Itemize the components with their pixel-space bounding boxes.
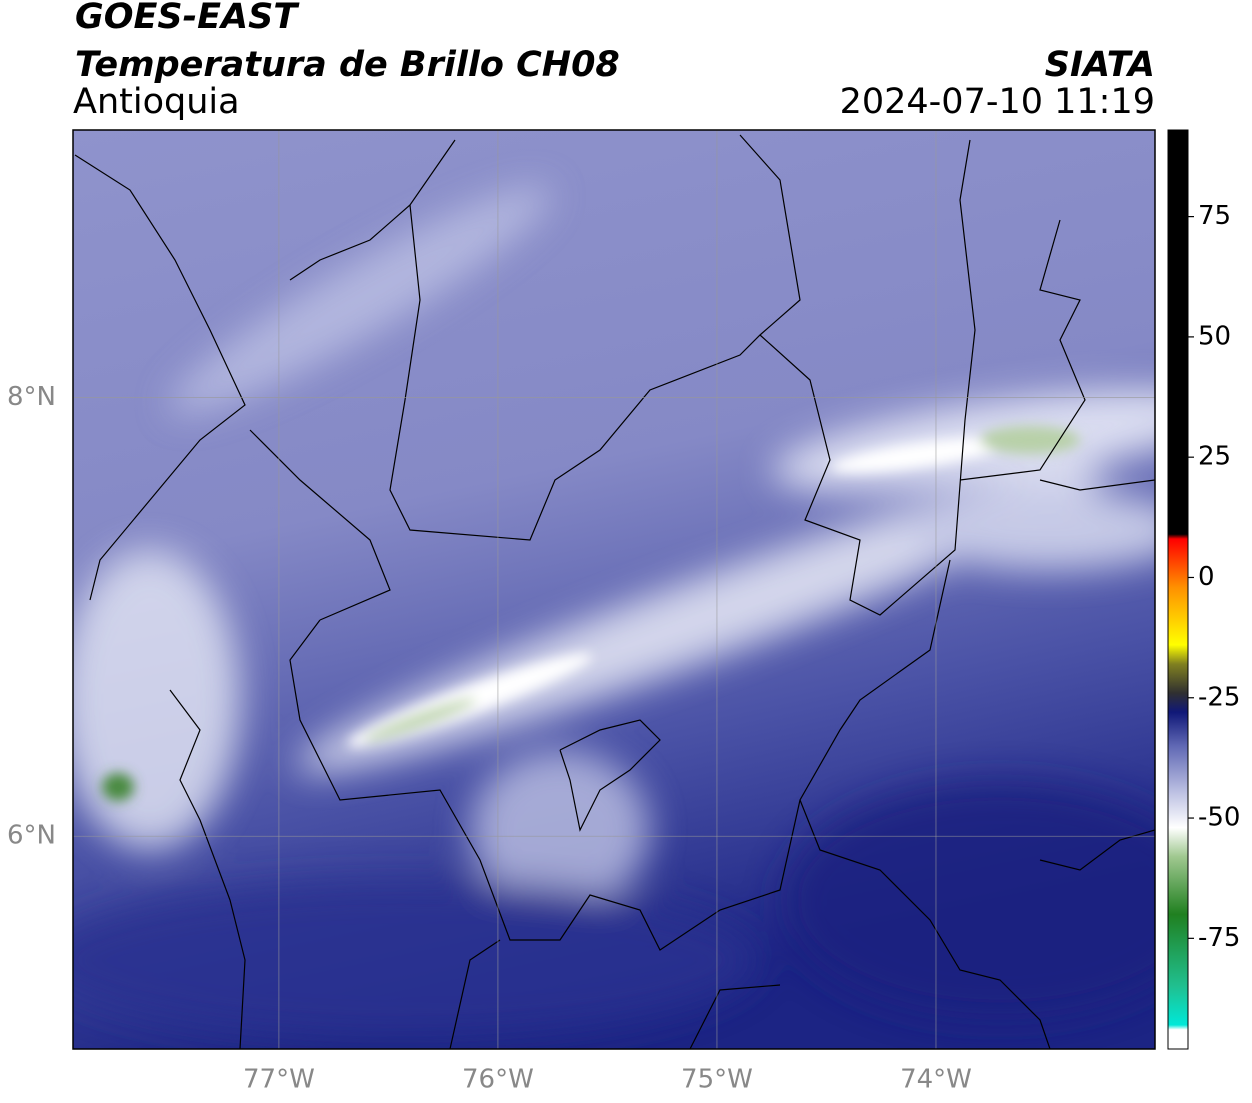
datetime: 2024-07-10 11:19	[840, 82, 1155, 122]
x-tick-label: 77°W	[243, 1065, 315, 1095]
x-tick-label: 76°W	[462, 1065, 534, 1095]
colorbar-tick-label: -25	[1198, 682, 1240, 712]
y-tick-label: 8°N	[7, 382, 56, 412]
source: SIATA	[1045, 45, 1155, 85]
title: GOES-EAST	[75, 0, 300, 37]
x-tick-label: 74°W	[900, 1065, 972, 1095]
map-frame	[72, 129, 1156, 1050]
x-tick-label: 75°W	[681, 1065, 753, 1095]
colorbar-tick-label: 25	[1198, 442, 1231, 472]
satellite-image	[73, 130, 1155, 1049]
region: Antioquia	[73, 82, 240, 122]
colorbar-tick-label: -75	[1198, 923, 1240, 953]
colorbar-tick-label: 75	[1198, 201, 1231, 231]
y-tick-label: 6°N	[7, 821, 56, 851]
subtitle: Temperatura de Brillo CH08	[75, 45, 620, 85]
colorbar-tick-label: -50	[1198, 803, 1240, 833]
colorbar	[1167, 129, 1189, 1050]
colorbar-tick-label: 50	[1198, 321, 1231, 351]
colorbar-tick-label: 0	[1198, 562, 1215, 592]
